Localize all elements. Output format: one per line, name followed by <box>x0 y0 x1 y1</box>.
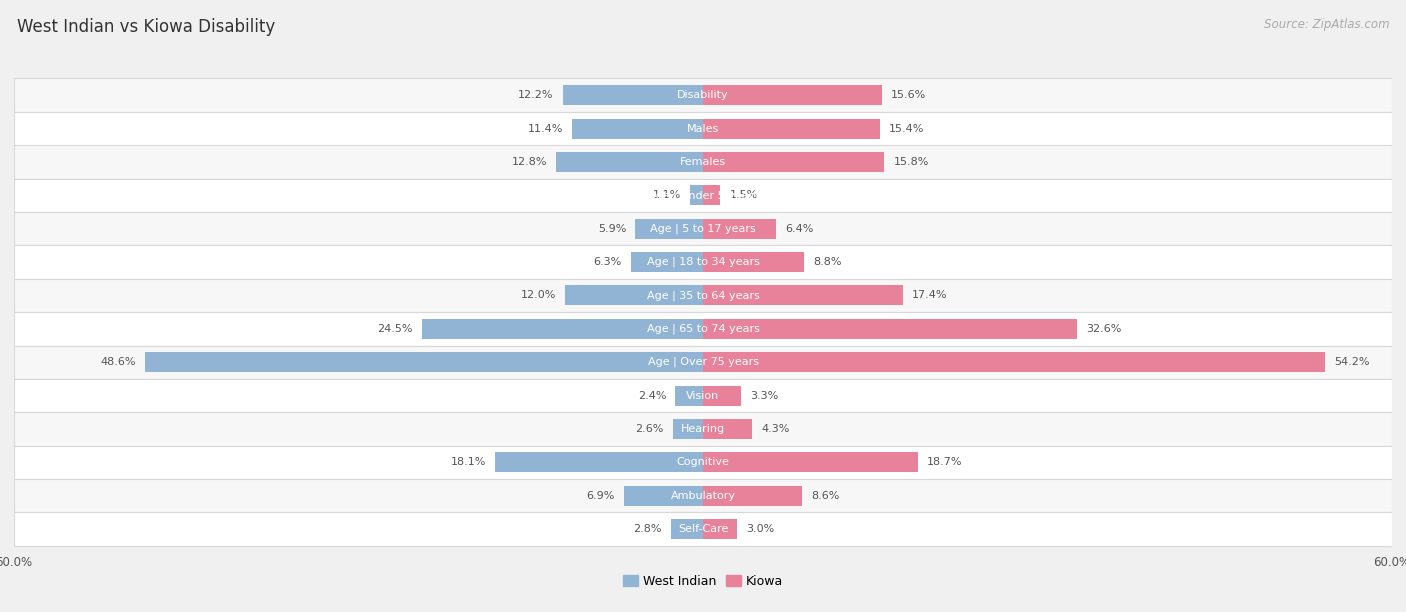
Text: Disability: Disability <box>678 90 728 100</box>
Bar <box>14 145 1392 179</box>
Text: 1.1%: 1.1% <box>652 190 681 200</box>
Text: 2.6%: 2.6% <box>636 424 664 434</box>
Text: 6.4%: 6.4% <box>786 223 814 234</box>
Text: 6.3%: 6.3% <box>593 257 621 267</box>
Text: Cognitive: Cognitive <box>676 457 730 468</box>
Bar <box>703 519 738 539</box>
Text: 18.1%: 18.1% <box>450 457 486 468</box>
Text: 24.5%: 24.5% <box>377 324 412 334</box>
Text: 2.4%: 2.4% <box>638 390 666 401</box>
Text: Source: ZipAtlas.com: Source: ZipAtlas.com <box>1264 18 1389 31</box>
Bar <box>14 412 1392 446</box>
Text: 18.7%: 18.7% <box>927 457 962 468</box>
Text: West Indian vs Kiowa Disability: West Indian vs Kiowa Disability <box>17 18 276 36</box>
Bar <box>572 119 703 138</box>
Text: 15.6%: 15.6% <box>891 90 927 100</box>
Bar <box>703 319 1077 339</box>
Bar <box>14 479 1392 512</box>
Bar <box>703 486 801 506</box>
Text: Age | Over 75 years: Age | Over 75 years <box>648 357 758 367</box>
Text: Age | 35 to 64 years: Age | 35 to 64 years <box>647 290 759 300</box>
Text: 4.3%: 4.3% <box>762 424 790 434</box>
Text: Self-Care: Self-Care <box>678 524 728 534</box>
Bar <box>703 119 880 138</box>
Bar <box>703 218 776 239</box>
Bar <box>636 218 703 239</box>
Text: 1.5%: 1.5% <box>730 190 758 200</box>
Bar <box>562 85 703 105</box>
Text: 12.0%: 12.0% <box>520 291 555 300</box>
Bar <box>14 512 1392 546</box>
Bar <box>631 252 703 272</box>
Bar <box>422 319 703 339</box>
Bar <box>14 212 1392 245</box>
Text: Hearing: Hearing <box>681 424 725 434</box>
Text: Ambulatory: Ambulatory <box>671 491 735 501</box>
Text: Age | 5 to 17 years: Age | 5 to 17 years <box>650 223 756 234</box>
Text: 3.0%: 3.0% <box>747 524 775 534</box>
Bar <box>703 252 804 272</box>
Bar <box>565 285 703 305</box>
Bar <box>703 419 752 439</box>
Bar <box>145 352 703 372</box>
Bar <box>703 85 882 105</box>
Bar <box>14 446 1392 479</box>
Text: 8.6%: 8.6% <box>811 491 839 501</box>
Text: Males: Males <box>688 124 718 133</box>
Bar <box>671 519 703 539</box>
Bar <box>14 112 1392 145</box>
Text: 8.8%: 8.8% <box>813 257 842 267</box>
Text: 48.6%: 48.6% <box>100 357 136 367</box>
Text: 6.9%: 6.9% <box>586 491 614 501</box>
Text: 17.4%: 17.4% <box>912 291 948 300</box>
Bar <box>703 452 918 472</box>
Bar <box>14 312 1392 346</box>
Text: 15.4%: 15.4% <box>889 124 924 133</box>
Bar <box>703 285 903 305</box>
Bar <box>14 346 1392 379</box>
Text: 54.2%: 54.2% <box>1334 357 1369 367</box>
Text: 5.9%: 5.9% <box>598 223 626 234</box>
Bar <box>14 179 1392 212</box>
Bar <box>14 379 1392 412</box>
Bar <box>703 152 884 172</box>
Bar <box>675 386 703 406</box>
Bar <box>673 419 703 439</box>
Bar <box>14 278 1392 312</box>
Text: 3.3%: 3.3% <box>749 390 779 401</box>
Text: 12.8%: 12.8% <box>512 157 547 167</box>
Bar <box>703 352 1326 372</box>
Bar <box>495 452 703 472</box>
Bar <box>624 486 703 506</box>
Text: Age | Under 5 years: Age | Under 5 years <box>648 190 758 201</box>
Text: 2.8%: 2.8% <box>633 524 662 534</box>
Text: 15.8%: 15.8% <box>894 157 929 167</box>
Text: 32.6%: 32.6% <box>1087 324 1122 334</box>
Bar <box>690 185 703 205</box>
Bar <box>703 185 720 205</box>
Text: Age | 65 to 74 years: Age | 65 to 74 years <box>647 324 759 334</box>
Bar <box>14 245 1392 278</box>
Text: 12.2%: 12.2% <box>519 90 554 100</box>
Bar <box>703 386 741 406</box>
Text: Age | 18 to 34 years: Age | 18 to 34 years <box>647 257 759 267</box>
Text: Vision: Vision <box>686 390 720 401</box>
Bar <box>14 78 1392 112</box>
Text: 11.4%: 11.4% <box>527 124 562 133</box>
Legend: West Indian, Kiowa: West Indian, Kiowa <box>623 575 783 588</box>
Bar <box>555 152 703 172</box>
Text: Females: Females <box>681 157 725 167</box>
